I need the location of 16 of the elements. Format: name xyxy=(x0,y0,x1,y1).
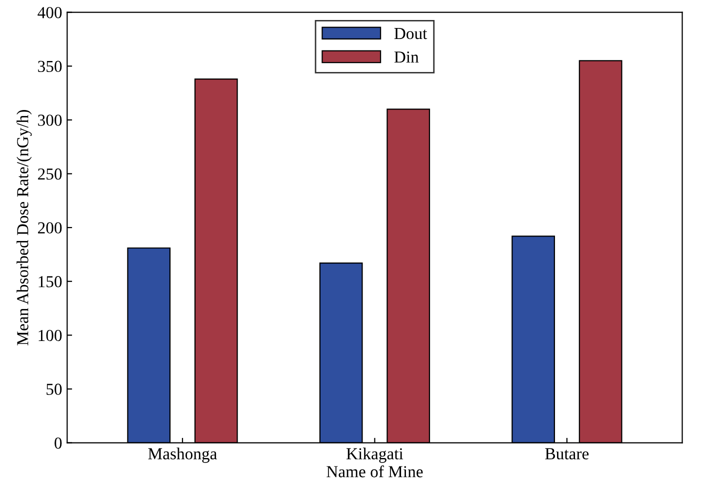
y-tick-label: 400 xyxy=(38,7,62,18)
y-tick-label: 200 xyxy=(38,222,62,234)
y-tick-label: 100 xyxy=(38,330,62,342)
y-tick-label: 350 xyxy=(38,60,62,72)
y-tick-label: 150 xyxy=(38,276,62,288)
y-axis-title: Mean Absorbed Dose Rate/(nGy/h) xyxy=(16,110,32,346)
x-tick-label: Mashonga xyxy=(148,448,217,463)
legend-label: Dout xyxy=(394,28,428,40)
y-tick-label: 250 xyxy=(38,168,62,180)
y-tick-label: 300 xyxy=(38,114,62,126)
x-tick-label: Kikagati xyxy=(346,448,404,463)
x-axis-title: Name of Mine xyxy=(326,465,423,478)
x-tick-label: Butare xyxy=(545,448,589,460)
y-tick-label: 50 xyxy=(46,384,62,395)
y-tick-label: 0 xyxy=(54,438,62,449)
legend-label: Din xyxy=(394,51,419,63)
